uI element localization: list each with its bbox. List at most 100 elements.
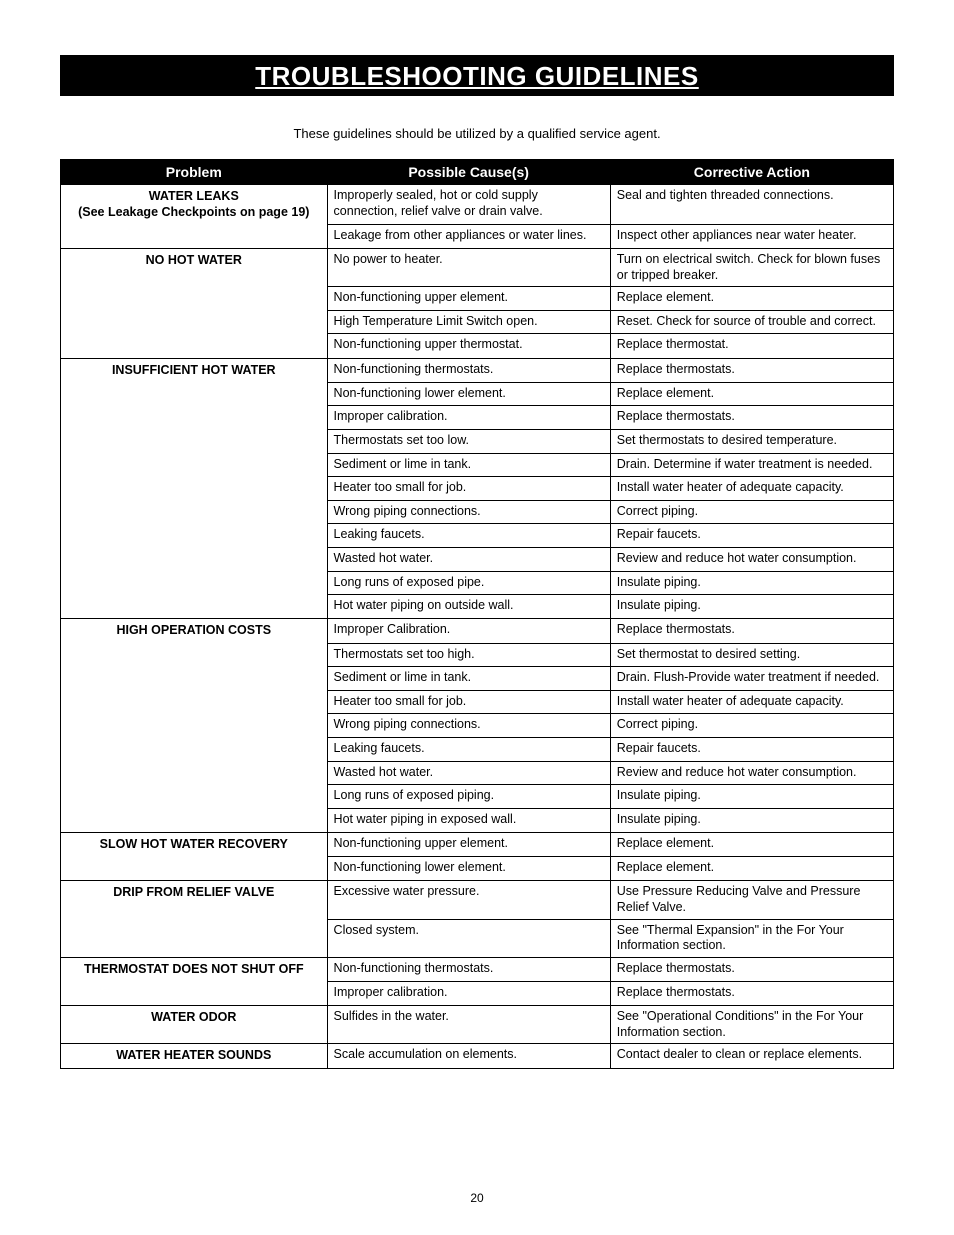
table-row: HIGH OPERATION COSTSImproper Calibration… [61, 619, 894, 643]
cause-cell: Closed system. [327, 919, 610, 957]
cause-cell: High Temperature Limit Switch open. [327, 310, 610, 334]
table-row: DRIP FROM RELIEF VALVEExcessive water pr… [61, 881, 894, 919]
action-cell: Insulate piping. [610, 808, 893, 832]
problem-cell [61, 406, 328, 430]
table-row: SLOW HOT WATER RECOVERYNon-functioning u… [61, 833, 894, 857]
action-cell: Drain. Flush-Provide water treatment if … [610, 667, 893, 691]
table-row: Wrong piping connections.Correct piping. [61, 714, 894, 738]
table-row: Wasted hot water.Review and reduce hot w… [61, 548, 894, 572]
problem-cell: DRIP FROM RELIEF VALVE [61, 881, 328, 919]
cause-cell: Heater too small for job. [327, 477, 610, 501]
table-row: WATER ODORSulfides in the water.See "Ope… [61, 1006, 894, 1044]
table-row: Wasted hot water.Review and reduce hot w… [61, 761, 894, 785]
table-row: Non-functioning lower element.Replace el… [61, 382, 894, 406]
cause-cell: Sediment or lime in tank. [327, 667, 610, 691]
cause-cell: Leaking faucets. [327, 524, 610, 548]
action-cell: Contact dealer to clean or replace eleme… [610, 1044, 893, 1069]
action-cell: Install water heater of adequate capacit… [610, 477, 893, 501]
problem-subtext: (See Leakage Checkpoints on page 19) [67, 205, 321, 221]
cause-cell: Wasted hot water. [327, 761, 610, 785]
problem-cell: WATER LEAKS(See Leakage Checkpoints on p… [61, 185, 328, 225]
cause-cell: Long runs of exposed piping. [327, 785, 610, 809]
page: TROUBLESHOOTING GUIDELINES These guideli… [0, 0, 954, 1235]
table-row: Heater too small for job.Install water h… [61, 477, 894, 501]
cause-cell: Non-functioning lower element. [327, 382, 610, 406]
table-row: Improper calibration.Replace thermostats… [61, 981, 894, 1005]
cause-cell: Non-functioning thermostats. [327, 358, 610, 382]
action-cell: Seal and tighten threaded connections. [610, 185, 893, 225]
table-body: WATER LEAKS(See Leakage Checkpoints on p… [61, 185, 894, 1069]
col-header-cause: Possible Cause(s) [327, 160, 610, 185]
table-row: Leaking faucets.Repair faucets. [61, 524, 894, 548]
cause-cell: Leakage from other appliances or water l… [327, 224, 610, 248]
action-cell: Replace thermostat. [610, 334, 893, 358]
problem-cell [61, 524, 328, 548]
table-row: Hot water piping on outside wall.Insulat… [61, 595, 894, 619]
table-row: THERMOSTAT DOES NOT SHUT OFFNon-function… [61, 957, 894, 981]
problem-cell [61, 595, 328, 619]
action-cell: Use Pressure Reducing Valve and Pressure… [610, 881, 893, 919]
action-cell: Correct piping. [610, 714, 893, 738]
problem-cell: SLOW HOT WATER RECOVERY [61, 833, 328, 857]
problem-cell [61, 429, 328, 453]
table-row: Long runs of exposed pipe.Insulate pipin… [61, 571, 894, 595]
table-row: Leaking faucets.Repair faucets. [61, 738, 894, 762]
cause-cell: Sediment or lime in tank. [327, 453, 610, 477]
col-header-problem: Problem [61, 160, 328, 185]
problem-cell: WATER HEATER SOUNDS [61, 1044, 328, 1069]
problem-cell [61, 919, 328, 957]
cause-cell: Improper calibration. [327, 981, 610, 1005]
table-row: WATER HEATER SOUNDSScale accumulation on… [61, 1044, 894, 1069]
action-cell: Replace element. [610, 287, 893, 311]
table-row: Closed system.See "Thermal Expansion" in… [61, 919, 894, 957]
problem-cell [61, 808, 328, 832]
table-row: Heater too small for job.Install water h… [61, 690, 894, 714]
subtitle-text: These guidelines should be utilized by a… [60, 126, 894, 141]
table-row: Non-functioning lower element.Replace el… [61, 857, 894, 881]
problem-cell [61, 571, 328, 595]
problem-cell [61, 477, 328, 501]
table-row: High Temperature Limit Switch open.Reset… [61, 310, 894, 334]
cause-cell: Scale accumulation on elements. [327, 1044, 610, 1069]
action-cell: Insulate piping. [610, 571, 893, 595]
problem-cell: INSUFFICIENT HOT WATER [61, 358, 328, 382]
cause-cell: Hot water piping in exposed wall. [327, 808, 610, 832]
table-row: Wrong piping connections.Correct piping. [61, 500, 894, 524]
table-row: Sediment or lime in tank.Drain. Determin… [61, 453, 894, 477]
cause-cell: Leaking faucets. [327, 738, 610, 762]
problem-cell [61, 548, 328, 572]
table-row: Long runs of exposed piping.Insulate pip… [61, 785, 894, 809]
action-cell: Replace thermostats. [610, 981, 893, 1005]
title-bar: TROUBLESHOOTING GUIDELINES [60, 55, 894, 98]
action-cell: Set thermostats to desired temperature. [610, 429, 893, 453]
cause-cell: Non-functioning upper element. [327, 287, 610, 311]
problem-cell [61, 453, 328, 477]
cause-cell: Non-functioning upper element. [327, 833, 610, 857]
page-title: TROUBLESHOOTING GUIDELINES [255, 61, 698, 91]
action-cell: Insulate piping. [610, 785, 893, 809]
problem-cell [61, 690, 328, 714]
action-cell: Replace element. [610, 833, 893, 857]
action-cell: Inspect other appliances near water heat… [610, 224, 893, 248]
table-row: Non-functioning upper element.Replace el… [61, 287, 894, 311]
cause-cell: Sulfides in the water. [327, 1006, 610, 1044]
table-row: Non-functioning upper thermostat.Replace… [61, 334, 894, 358]
action-cell: Repair faucets. [610, 738, 893, 762]
action-cell: Replace thermostats. [610, 619, 893, 643]
cause-cell: Hot water piping on outside wall. [327, 595, 610, 619]
action-cell: Drain. Determine if water treatment is n… [610, 453, 893, 477]
action-cell: Install water heater of adequate capacit… [610, 690, 893, 714]
problem-cell: THERMOSTAT DOES NOT SHUT OFF [61, 957, 328, 981]
cause-cell: Long runs of exposed pipe. [327, 571, 610, 595]
page-number: 20 [0, 1191, 954, 1205]
table-row: INSUFFICIENT HOT WATERNon-functioning th… [61, 358, 894, 382]
table-row: Thermostats set too low.Set thermostats … [61, 429, 894, 453]
problem-cell: NO HOT WATER [61, 248, 328, 286]
cause-cell: Thermostats set too high. [327, 643, 610, 667]
problem-cell [61, 382, 328, 406]
action-cell: Set thermostat to desired setting. [610, 643, 893, 667]
col-header-action: Corrective Action [610, 160, 893, 185]
action-cell: Review and reduce hot water consumption. [610, 548, 893, 572]
problem-cell [61, 714, 328, 738]
problem-cell [61, 981, 328, 1005]
